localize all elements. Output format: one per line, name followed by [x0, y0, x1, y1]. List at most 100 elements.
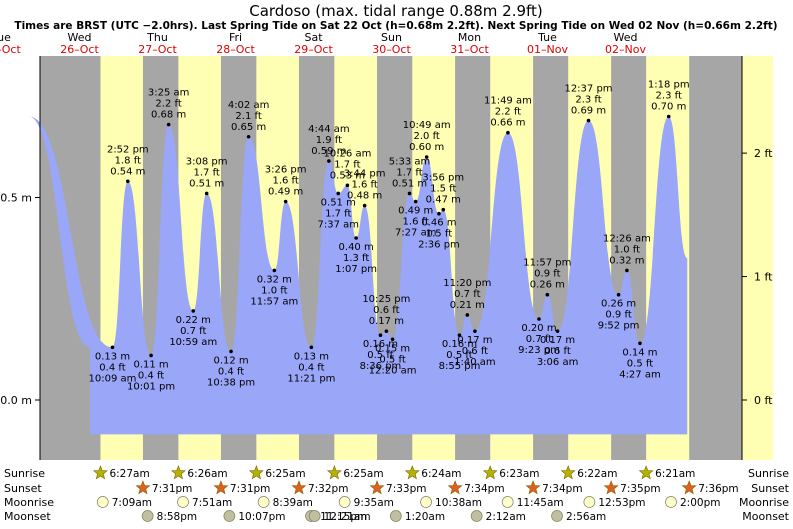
sunset-icon	[447, 480, 463, 495]
moonrise-icon	[583, 496, 596, 508]
tide-point	[545, 292, 550, 297]
sunrise-icon	[482, 465, 498, 480]
tide-time: 12:20 am	[369, 365, 417, 376]
day-date: 29–Oct	[294, 43, 333, 56]
moonrise-icon	[96, 496, 109, 508]
right-panel	[742, 56, 773, 460]
row-label-sunset-right: Sunset	[751, 482, 789, 495]
sunset-time: 7:33pm	[386, 483, 426, 495]
tide-height-ft: 1.6 ft	[403, 217, 429, 228]
tide-height-ft: 1.8 ft	[115, 155, 141, 166]
tide-height-ft: 1.3 ft	[343, 253, 369, 264]
tide-time: 10:09 am	[89, 373, 137, 384]
tide-height-m: 0.51 m	[189, 178, 224, 189]
tide-height-m: 0.65 m	[231, 122, 266, 133]
moonset-time: 1:20am	[405, 511, 445, 523]
tide-height-m: 0.54 m	[110, 166, 145, 177]
tide-height-m: 0.32 m	[609, 255, 644, 266]
day-date: 30–Oct	[372, 43, 411, 56]
tide-time: 5:33 am	[389, 156, 431, 167]
tide-point	[666, 114, 671, 119]
tide-height-m: 0.13 m	[95, 351, 130, 362]
tide-height-ft: 0.4 ft	[138, 370, 164, 381]
tide-height-ft: 1.7 ft	[193, 167, 219, 178]
moonrise-icon	[665, 496, 677, 508]
day-date: 25–Oct	[0, 43, 21, 56]
tide-point	[625, 268, 629, 273]
tide-height-ft: 1.6 ft	[272, 176, 298, 187]
tide-height-m: 0.22 m	[176, 315, 211, 326]
sunset-icon	[525, 480, 541, 495]
day-name: Tue	[537, 31, 557, 44]
tide-point	[424, 155, 429, 159]
tide-height-ft: 2.3 ft	[575, 95, 601, 106]
tide-height-m: 0.21 m	[450, 300, 485, 311]
sunrise-time: 6:23am	[499, 468, 539, 480]
moonset-time: 2:12am	[486, 511, 526, 523]
tide-height-ft: 2.3 ft	[656, 91, 682, 102]
axes: 0.0 m 0.5 m 0 ft 1 ft 2 ft	[0, 56, 773, 460]
tide-height-m: 0.20 m	[521, 323, 556, 334]
tide-height-ft: 2.0 ft	[413, 131, 439, 142]
tide-height-ft: 0.6 ft	[544, 346, 570, 357]
tide-height-m: 0.26 m	[530, 280, 565, 291]
tide-height-m: 0.40 m	[339, 242, 374, 253]
row-label-moonrise-right: Moonrise	[739, 496, 789, 509]
sunset-time: 7:35pm	[620, 483, 660, 495]
tide-height-ft: 0.7 ft	[454, 289, 480, 300]
tide-point	[437, 211, 441, 216]
tide-time: 3:56 pm	[422, 173, 464, 184]
tide-height-m: 0.47 m	[426, 195, 461, 206]
tide-height-m: 0.49 m	[268, 187, 303, 198]
sunset-time: 7:31pm	[230, 483, 270, 495]
sunset-time: 7:34pm	[464, 483, 504, 495]
tide-height-m: 0.51 m	[321, 197, 356, 208]
tide-height-ft: 1.7 ft	[325, 208, 351, 219]
tide-time: 10:01 pm	[127, 381, 175, 392]
tide-point	[457, 333, 462, 338]
day-name: Thu	[146, 31, 168, 44]
tide-height-m: 0.51 m	[392, 178, 427, 189]
day-headers: Tue25–OctWed26–OctThu27–OctFri28–OctSat2…	[0, 31, 646, 56]
day-name: Wed	[68, 31, 92, 44]
tide-point	[110, 345, 115, 350]
moonrise-icon	[177, 496, 189, 508]
row-label-sunrise-right: Sunrise	[748, 467, 789, 480]
sunrise-icon	[92, 465, 108, 480]
tide-time: 11:49 am	[484, 96, 532, 107]
tide-height-ft: 0.5 ft	[627, 358, 653, 369]
tide-height-m: 0.70 m	[651, 102, 686, 113]
tide-point	[246, 134, 251, 139]
sunset-icon	[213, 480, 229, 495]
tide-time: 4:02 am	[228, 100, 270, 111]
tide-point	[537, 317, 541, 321]
tide-time: 3:25 am	[148, 88, 190, 99]
moonrise-time: 10:38am	[435, 497, 482, 509]
tide-height-m: 0.32 m	[257, 274, 292, 285]
tide-curve-area	[28, 116, 688, 435]
tide-time: 1:07 pm	[335, 264, 377, 275]
tide-time: 10:25 pm	[362, 294, 410, 305]
tide-area	[28, 116, 688, 435]
tide-height-m: 0.16 m	[363, 339, 398, 350]
tide-time: 9:23 pm	[518, 345, 560, 356]
chart-subtitle: Times are BRST (UTC −2.0hrs). Last Sprin…	[14, 20, 777, 32]
moonset-icon	[389, 510, 402, 522]
tide-height-ft: 1.7 ft	[334, 159, 360, 170]
tide-height-ft: 1.9 ft	[316, 135, 342, 146]
tide-time: 12:26 am	[603, 233, 651, 244]
tide-point	[272, 268, 277, 273]
sunrise-time: 6:27am	[109, 468, 149, 480]
tide-height-m: 0.14 m	[622, 347, 657, 358]
row-label-moonset-right: Moonset	[742, 510, 789, 523]
day-date: 27–Oct	[138, 43, 177, 56]
tide-height-ft: 0.4 ft	[298, 362, 324, 373]
tide-time: 11:20 pm	[443, 278, 491, 289]
sunrise-icon	[404, 465, 420, 480]
tide-point	[126, 179, 130, 184]
day-name: Wed	[614, 31, 638, 44]
tide-time: 9:52 pm	[598, 321, 640, 332]
tide-height-ft: 1.0 ft	[261, 285, 287, 296]
